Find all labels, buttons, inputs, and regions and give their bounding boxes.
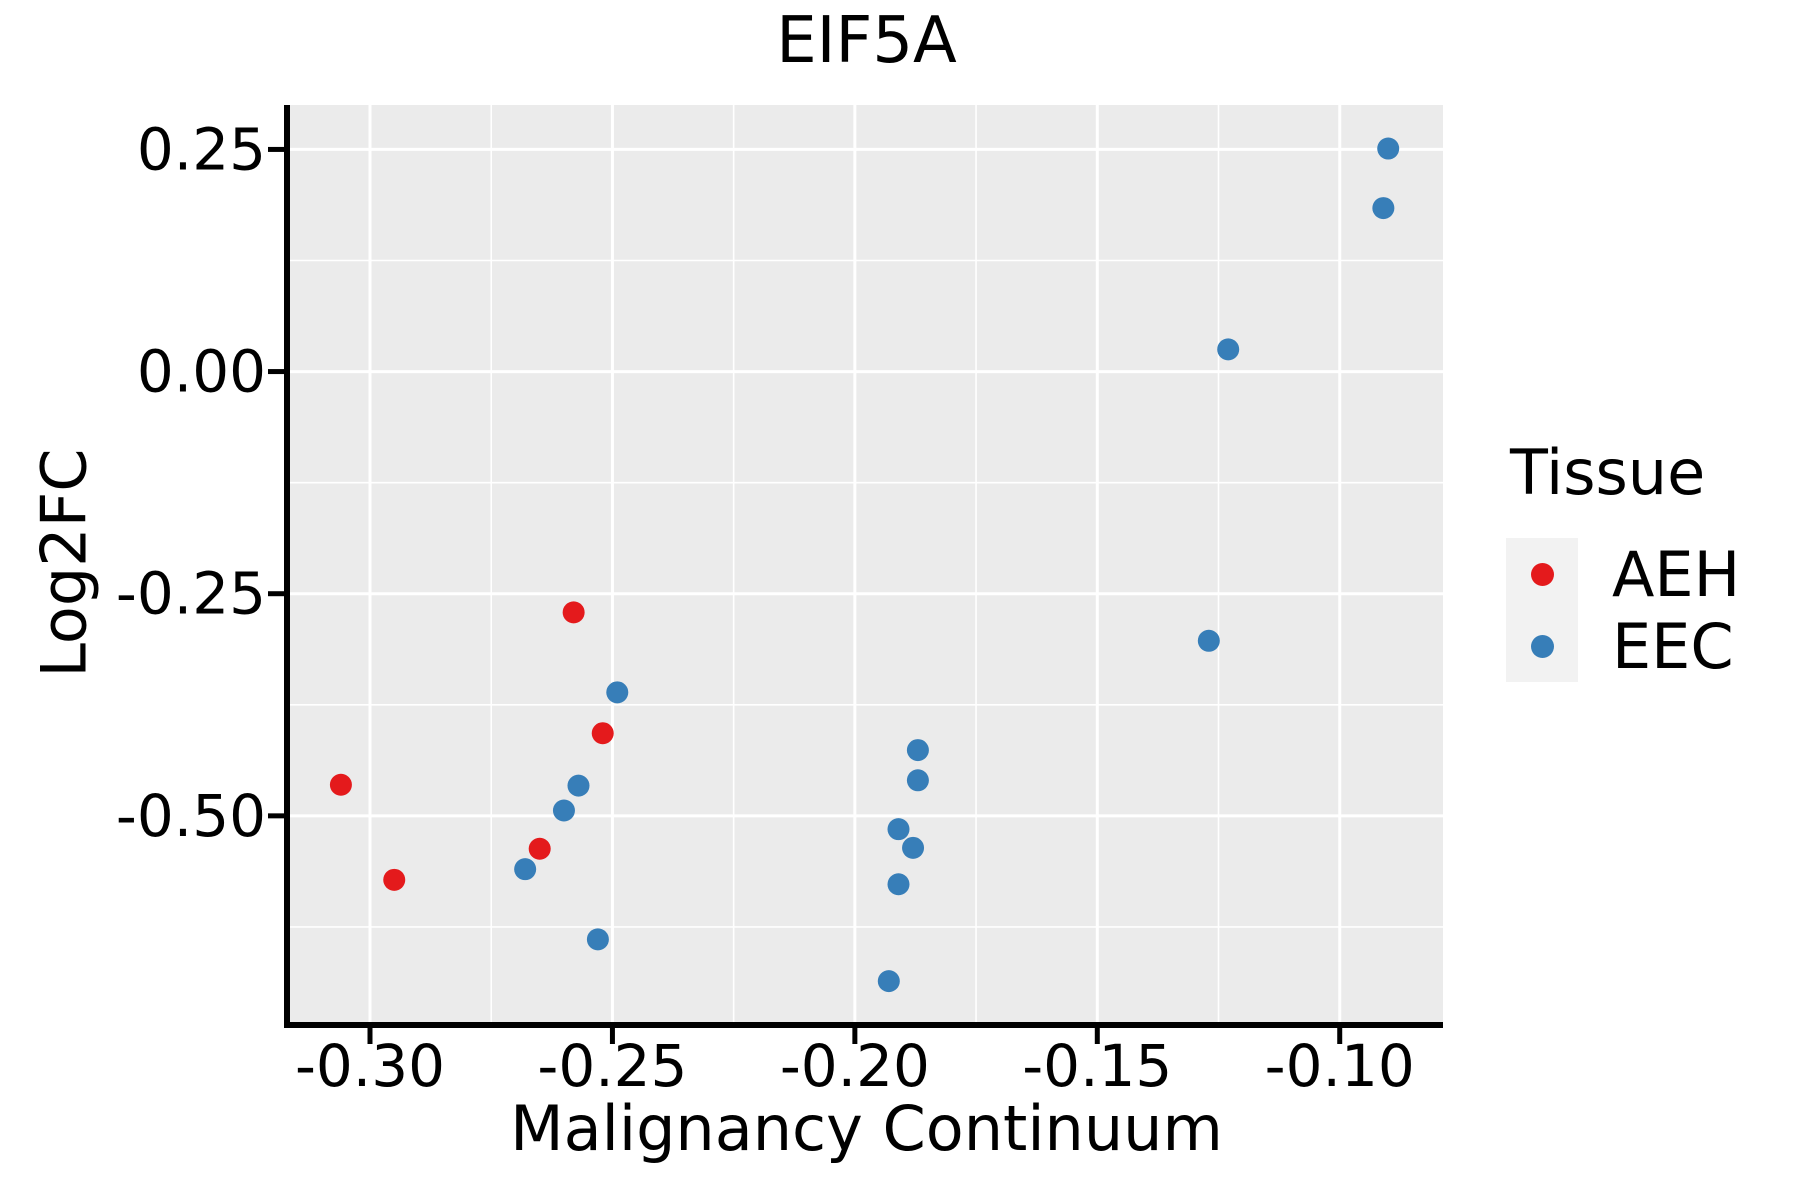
- x-tick-label: -0.20: [780, 1032, 930, 1100]
- y-axis-title: Log2FC: [27, 448, 101, 678]
- data-point-eec: [902, 836, 925, 859]
- data-point-eec: [1377, 137, 1400, 160]
- data-point-eec: [887, 818, 910, 841]
- data-point-eec: [552, 799, 575, 822]
- y-axis-spine: [284, 105, 290, 1028]
- chart-title: EIF5A: [776, 4, 957, 78]
- x-axis-title: Malignancy Continuum: [510, 1092, 1223, 1165]
- data-point-aeh: [562, 601, 585, 624]
- data-point-eec: [906, 739, 929, 762]
- legend-title: Tissue: [1510, 436, 1706, 509]
- data-point-aeh: [383, 868, 406, 891]
- data-point-eec: [1217, 338, 1240, 361]
- data-point-eec: [567, 774, 590, 797]
- data-point-eec: [887, 873, 910, 896]
- x-tick-label: -0.15: [1022, 1032, 1172, 1100]
- data-point-eec: [606, 681, 629, 704]
- y-tick-label: 0.25: [137, 115, 266, 183]
- data-point-aeh: [329, 773, 352, 796]
- x-tick-label: -0.30: [295, 1032, 445, 1100]
- plot-panel: [290, 105, 1443, 1022]
- legend-label: AEH: [1612, 537, 1741, 611]
- data-point-aeh: [591, 722, 614, 745]
- legend-dot-aeh: [1530, 562, 1554, 586]
- legend-entry-aeh: AEH: [1506, 537, 1741, 611]
- data-point-eec: [1372, 197, 1395, 220]
- data-point-eec: [906, 769, 929, 792]
- data-point-eec: [514, 858, 537, 881]
- legend-key: [1506, 538, 1578, 610]
- y-tick-label: -0.25: [116, 560, 266, 628]
- x-axis-spine: [284, 1022, 1443, 1028]
- legend: Tissue AEH EEC: [1506, 436, 1741, 683]
- legend-entry-eec: EEC: [1506, 609, 1740, 683]
- legend-dot-eec: [1530, 634, 1554, 658]
- legend-label: EEC: [1612, 609, 1734, 683]
- data-point-eec: [586, 928, 609, 951]
- x-tick-label: -0.10: [1265, 1032, 1415, 1100]
- legend-key: [1506, 610, 1578, 682]
- legend-entries: AEH EEC: [1506, 537, 1741, 683]
- y-tick-label: 0.00: [137, 338, 266, 406]
- y-tick-label: -0.50: [116, 782, 266, 850]
- data-point-eec: [877, 970, 900, 993]
- data-point-aeh: [528, 837, 551, 860]
- x-tick-label: -0.25: [537, 1032, 687, 1100]
- data-point-eec: [1197, 629, 1220, 652]
